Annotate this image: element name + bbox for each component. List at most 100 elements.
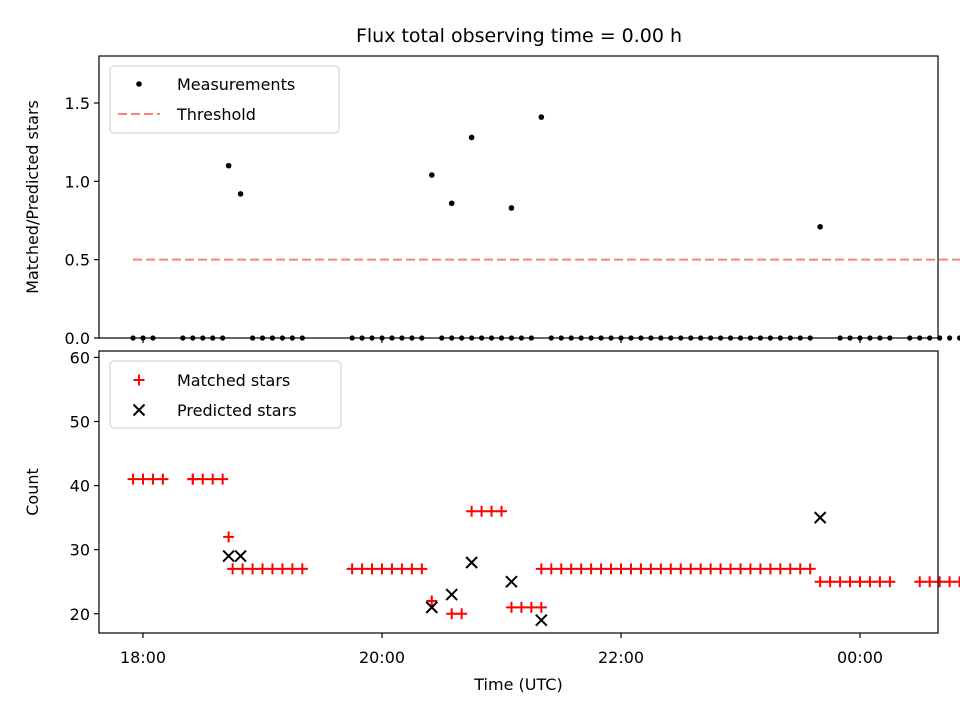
matched-star-marker — [735, 563, 746, 575]
matched-star-marker — [127, 473, 139, 485]
measurement-point — [428, 172, 435, 178]
measurement-point — [956, 335, 960, 341]
measurement-point — [225, 162, 232, 169]
matched-star-marker — [804, 563, 816, 575]
matched-star-marker — [744, 563, 756, 575]
matched-star-marker — [137, 473, 149, 485]
legend-measurements-marker — [136, 81, 142, 87]
matched-star-marker — [247, 563, 259, 575]
legend-matched-label: Matched stars — [177, 371, 290, 390]
matched-star-marker — [595, 563, 607, 575]
matched-star-marker — [456, 608, 468, 620]
matched-star-marker — [695, 563, 707, 575]
matched-star-marker — [217, 473, 229, 485]
legend-measurements-label: Measurements — [177, 75, 295, 94]
legend-predicted-label: Predicted stars — [177, 401, 297, 420]
x-tick-label: 20:00 — [359, 648, 405, 667]
matched-star-marker — [774, 563, 786, 575]
measurement-point — [448, 200, 455, 207]
matched-star-marker — [754, 563, 766, 575]
matched-star-marker — [585, 563, 597, 575]
y-tick-label: 20 — [70, 605, 90, 624]
matched-star-marker — [864, 576, 876, 588]
matched-star-marker — [276, 563, 288, 575]
matched-star-marker — [416, 563, 428, 575]
matched-star-marker — [635, 563, 647, 575]
matched-star-marker — [266, 563, 278, 575]
y-tick-label: 0.5 — [65, 251, 90, 270]
y-tick-label: 60 — [70, 348, 90, 367]
matched-star-marker — [466, 505, 478, 517]
matched-star-marker — [227, 563, 239, 575]
matched-star-marker — [356, 563, 368, 575]
matched-star-marker — [824, 576, 836, 588]
matched-star-marker — [934, 576, 946, 588]
predicted-star-marker — [445, 588, 458, 601]
bottom-subplot: 203040506018:0020:0022:0000:0002:0004:00… — [23, 348, 960, 694]
predicted-star-marker — [222, 549, 235, 563]
matched-star-marker — [814, 576, 826, 588]
top-subplot: 0.0 0.5 1.0 1.5 Matched/Predicted stars Measu… — [23, 55, 960, 348]
matched-star-marker — [525, 601, 537, 613]
measurement-point — [508, 205, 515, 211]
matched-star-marker — [257, 563, 268, 575]
matched-star-marker — [884, 576, 896, 588]
matched-star-marker — [223, 531, 235, 543]
legend-threshold-label: Threshold — [176, 105, 256, 124]
matched-star-marker — [794, 563, 806, 575]
matched-star-marker — [645, 563, 657, 575]
matched-star-marker — [764, 563, 776, 575]
x-tick-label: 18:00 — [120, 648, 166, 667]
y-tick-label: 1.5 — [65, 94, 90, 113]
matched-star-marker — [446, 608, 458, 620]
matched-star-marker — [366, 563, 378, 575]
measurement-point — [237, 191, 244, 197]
predicted-star-marker — [535, 613, 548, 627]
matched-star-marker — [286, 563, 298, 575]
y-axis-label: Count — [23, 468, 42, 516]
y-tick-label: 1.0 — [65, 172, 90, 191]
matched-star-marker — [376, 563, 388, 575]
matched-star-marker — [535, 601, 547, 613]
matched-star-marker — [575, 563, 587, 575]
matched-star-marker — [834, 576, 846, 588]
matched-star-marker — [346, 563, 358, 575]
matched-star-marker — [496, 505, 507, 517]
matched-star-marker — [207, 473, 219, 485]
predicted-star-marker — [505, 575, 518, 588]
matched-star-marker — [625, 563, 637, 575]
matched-star-marker — [725, 563, 737, 575]
y-tick-label: 0.0 — [65, 329, 90, 348]
matched-star-marker — [157, 473, 169, 485]
y-axis-label: Matched/Predicted stars — [23, 100, 42, 294]
matched-star-marker — [854, 576, 866, 588]
predicted-star-marker — [234, 549, 247, 563]
matched-star-marker — [187, 473, 199, 485]
matched-star-marker — [605, 563, 617, 575]
matched-star-marker — [396, 563, 408, 575]
legend-predicted-marker — [132, 403, 146, 417]
matched-star-marker — [844, 576, 856, 588]
y-tick-label: 30 — [70, 541, 90, 560]
matched-star-marker — [615, 563, 627, 575]
measurement-point — [817, 223, 823, 230]
matched-star-marker — [675, 563, 687, 575]
axes-frame — [98, 350, 939, 634]
legend-bottom: Matched stars Predicted stars — [109, 360, 342, 429]
matched-star-marker — [784, 563, 796, 575]
measurement-point — [538, 114, 545, 120]
measurement-point — [947, 335, 953, 341]
x-tick-label: 22:00 — [598, 648, 644, 667]
matched-star-marker — [515, 601, 527, 613]
matched-star-marker — [147, 473, 159, 485]
x-tick-label: 00:00 — [837, 648, 883, 667]
matched-star-marker — [545, 563, 557, 575]
x-axis-label: Time (UTC) — [473, 675, 562, 694]
legend-top: Measurements Threshold — [109, 65, 340, 134]
predicted-star-marker — [465, 556, 478, 569]
matched-star-marker — [924, 576, 936, 588]
matched-star-marker — [476, 505, 488, 517]
matched-star-marker — [565, 563, 577, 575]
y-tick-label: 40 — [70, 477, 90, 496]
